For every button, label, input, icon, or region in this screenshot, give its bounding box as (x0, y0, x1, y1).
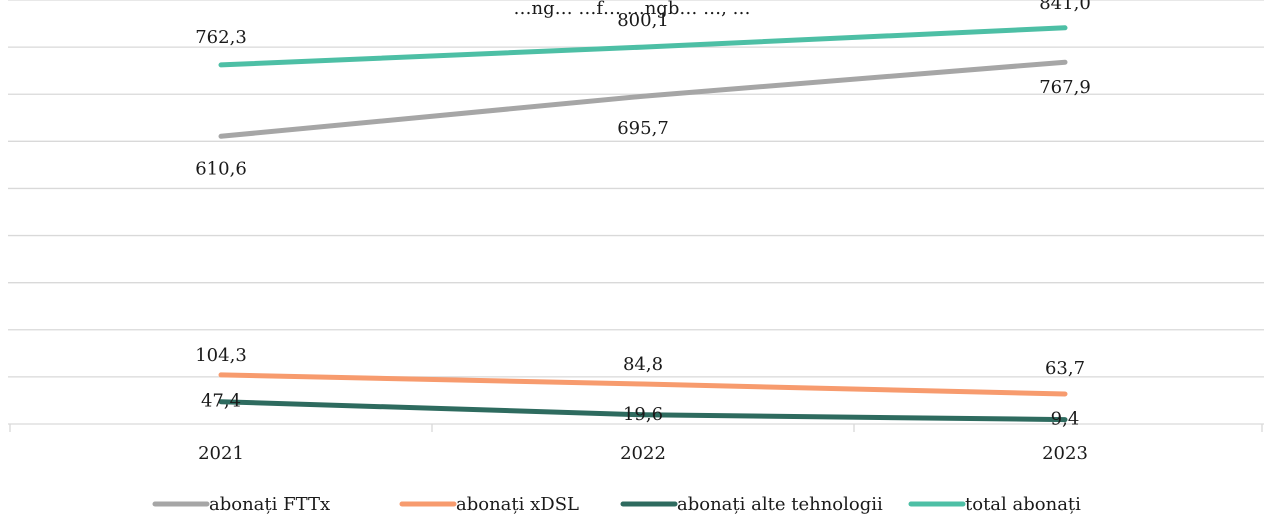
legend-label: total abonați (965, 494, 1081, 515)
legend: abonați FTTx abonați xDSL abonați alte teh… (152, 494, 1081, 515)
gridlines (8, 0, 1264, 378)
legend-label: abonați xDSL (456, 494, 579, 515)
data-label: 841,0 (1039, 0, 1091, 14)
chart-title: …ng… …f… …ngb… …, … (513, 0, 750, 19)
data-label: 800,1 (617, 10, 669, 31)
series-line (218, 372, 1068, 397)
data-label: 63,7 (1045, 358, 1085, 379)
data-label: 695,7 (617, 118, 669, 139)
data-label: 767,9 (1039, 77, 1091, 98)
data-label: 104,3 (195, 345, 247, 366)
x-axis: 2021 2022 2023 (8, 423, 1264, 464)
x-tick-label: 2022 (620, 443, 666, 464)
series-line (218, 399, 1068, 423)
series-line (218, 25, 1068, 68)
legend-label: abonați FTTx (209, 494, 330, 515)
data-label: 19,6 (623, 404, 663, 425)
data-label: 9,4 (1051, 409, 1080, 430)
data-label: 47,4 (201, 391, 241, 412)
data-label: 610,6 (195, 158, 247, 179)
legend-label: abonați alte tehnologii (677, 494, 883, 515)
x-tick-label: 2023 (1042, 443, 1088, 464)
series-line (218, 59, 1068, 139)
series-lines (218, 25, 1068, 423)
data-labels: 610,6 695,7 767,9 104,3 84,8 63,7 47,4 19,6 9,4 7… (195, 0, 1091, 430)
data-label: 762,3 (195, 27, 247, 48)
x-tick-label: 2021 (198, 443, 244, 464)
data-label: 84,8 (623, 354, 663, 375)
